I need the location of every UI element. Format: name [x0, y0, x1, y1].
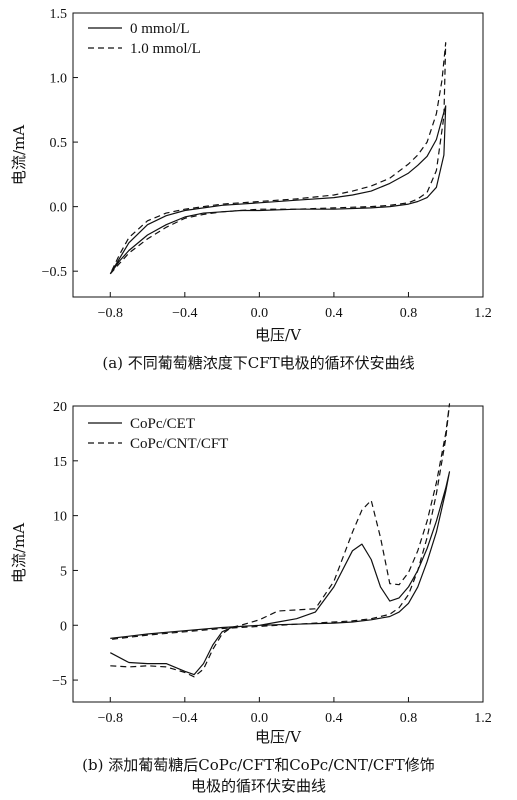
- y-axis-label: 电流/mA: [10, 523, 28, 583]
- x-tick-label: −0.8: [98, 711, 123, 726]
- x-axis-label: 电压/V: [255, 326, 302, 344]
- caption-b-line-2: 电极的循环伏安曲线: [190, 777, 326, 795]
- y-tick-label: 0: [60, 619, 67, 634]
- plot-frame: [72, 405, 484, 703]
- legend-label: CoPc/CET: [130, 416, 195, 432]
- legend-label: CoPc/CNT/CFT: [130, 436, 228, 452]
- caption-b-line-1: (b) 添加葡萄糖后CoPc/CFT和CoPc/CNT/CFT修饰: [82, 756, 435, 774]
- legend-label: 1.0 mmol/L: [130, 41, 201, 57]
- x-tick-label: 0.8: [400, 711, 418, 726]
- series-lines: [109, 42, 447, 275]
- x-tick-label: 1.2: [474, 711, 492, 726]
- chart-panel-a: −0.8 −0.4 0.0 0.4 0.8 1.2 −0.5 0.0 0.5 1.0 1.5 0 …: [10, 7, 492, 344]
- y-tick-label: 5: [60, 564, 67, 579]
- y-axis-ticks: −5 0 5 10 15 20: [52, 400, 78, 689]
- x-tick-label: 0.0: [251, 711, 269, 726]
- y-tick-label: 20: [53, 400, 67, 415]
- y-tick-label: 0.0: [50, 201, 68, 216]
- x-axis-ticks: −0.8 −0.4 0.0 0.4 0.8 1.2: [98, 292, 492, 321]
- legend-label: 0 mmol/L: [130, 21, 190, 37]
- y-axis-ticks: −0.5 0.0 0.5 1.0 1.5: [42, 7, 78, 280]
- legend: CoPc/CET CoPc/CNT/CFT: [88, 416, 228, 452]
- x-tick-label: 0.4: [325, 306, 343, 321]
- x-tick-label: −0.4: [172, 711, 197, 726]
- x-tick-label: 0.0: [251, 306, 269, 321]
- y-tick-label: −0.5: [42, 265, 67, 280]
- caption-a: (a) 不同葡萄糖浓度下CFT电极的循环伏安曲线: [102, 354, 415, 372]
- x-tick-label: 1.2: [474, 306, 492, 321]
- x-tick-label: 0.8: [400, 306, 418, 321]
- y-axis-label: 电流/mA: [10, 125, 28, 185]
- y-tick-label: 1.0: [50, 72, 68, 87]
- series-line-dashed: [109, 42, 447, 275]
- plot-frame: [72, 12, 484, 298]
- legend: 0 mmol/L 1.0 mmol/L: [88, 21, 201, 57]
- series-lines: [110, 403, 451, 678]
- y-tick-label: −5: [52, 674, 67, 689]
- chart-panel-b: −0.8 −0.4 0.0 0.4 0.8 1.2 −5 0 5 10 15 20 CoPc/CET…: [10, 400, 492, 746]
- x-tick-label: 0.4: [325, 711, 343, 726]
- series-line-dashed: [110, 403, 451, 678]
- y-tick-label: 10: [53, 510, 67, 525]
- x-axis-ticks: −0.8 −0.4 0.0 0.4 0.8 1.2: [98, 697, 492, 726]
- x-tick-label: −0.8: [98, 306, 123, 321]
- y-tick-label: 0.5: [50, 136, 68, 151]
- x-axis-label: 电压/V: [255, 728, 302, 746]
- x-tick-label: −0.4: [172, 306, 197, 321]
- series-line-solid: [109, 105, 447, 275]
- y-tick-label: 1.5: [50, 7, 68, 22]
- series-line-solid: [110, 471, 451, 676]
- y-tick-label: 15: [53, 455, 67, 470]
